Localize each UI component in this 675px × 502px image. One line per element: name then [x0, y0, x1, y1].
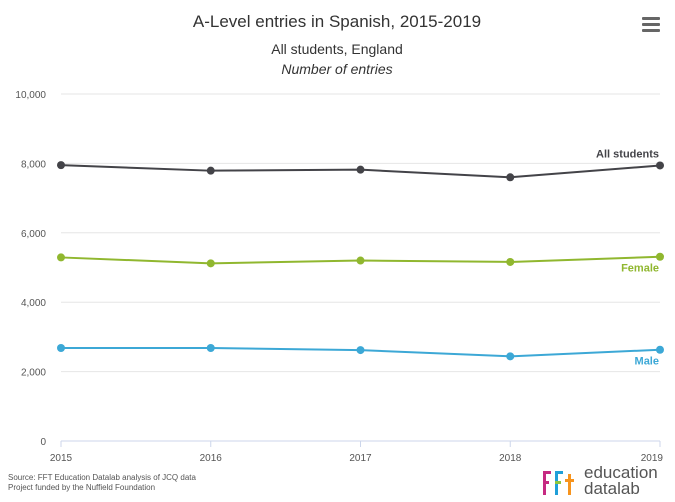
- chart-subtitle: All students, England: [271, 41, 403, 57]
- series-label: Male: [635, 356, 659, 368]
- data-point[interactable]: [57, 253, 65, 262]
- y-tick-label: 2,000: [21, 368, 46, 379]
- x-axis: 2015 2016 2017 2018 2019: [50, 440, 664, 464]
- logo-line-datalab: datalab: [584, 479, 640, 498]
- y-tick-label: 10,000: [15, 90, 46, 101]
- data-point[interactable]: [206, 344, 215, 353]
- y-tick-label: 4,000: [21, 298, 46, 309]
- education-datalab-logo: education datalab: [542, 463, 670, 499]
- y-tick-label: 0: [40, 437, 46, 448]
- chart-subtitle-units: Number of entries: [281, 61, 392, 77]
- data-point[interactable]: [506, 257, 515, 266]
- funding-line: Project funded by the Nuffield Foundatio…: [8, 483, 156, 492]
- hamburger-menu-icon[interactable]: [642, 17, 660, 33]
- data-point[interactable]: [506, 173, 515, 182]
- data-point[interactable]: [206, 166, 215, 175]
- y-tick-label: 6,000: [21, 229, 46, 240]
- data-point[interactable]: [57, 344, 65, 353]
- gridlines: [61, 93, 660, 373]
- series-label: Female: [621, 263, 659, 275]
- data-point[interactable]: [656, 161, 664, 170]
- data-point[interactable]: [506, 352, 515, 361]
- x-tick-label: 2016: [200, 453, 223, 464]
- logo-wordmark: education datalab: [584, 463, 658, 498]
- data-point[interactable]: [656, 252, 664, 261]
- data-point[interactable]: [206, 259, 215, 268]
- logo-line-education: education: [584, 463, 658, 482]
- x-tick-label: 2015: [50, 453, 73, 464]
- data-point[interactable]: [356, 346, 365, 355]
- data-point[interactable]: [656, 345, 664, 354]
- data-point[interactable]: [356, 165, 365, 174]
- series-lines: All students Female Male: [57, 148, 664, 368]
- source-line: Source: FFT Education Datalab analysis o…: [8, 473, 196, 482]
- y-tick-label: 8,000: [21, 159, 46, 170]
- data-point[interactable]: [356, 256, 365, 265]
- x-tick-label: 2019: [641, 453, 664, 464]
- y-axis: 0 2,000 4,000 6,000 8,000 10,000: [15, 90, 46, 448]
- series-label: All students: [596, 148, 659, 160]
- fft-logo-mark: [543, 471, 574, 495]
- x-tick-label: 2017: [349, 453, 372, 464]
- chart-title: A-Level entries in Spanish, 2015-2019: [193, 12, 481, 31]
- x-tick-label: 2018: [499, 453, 522, 464]
- data-point[interactable]: [57, 161, 65, 170]
- source-note: Source: FFT Education Datalab analysis o…: [8, 473, 196, 493]
